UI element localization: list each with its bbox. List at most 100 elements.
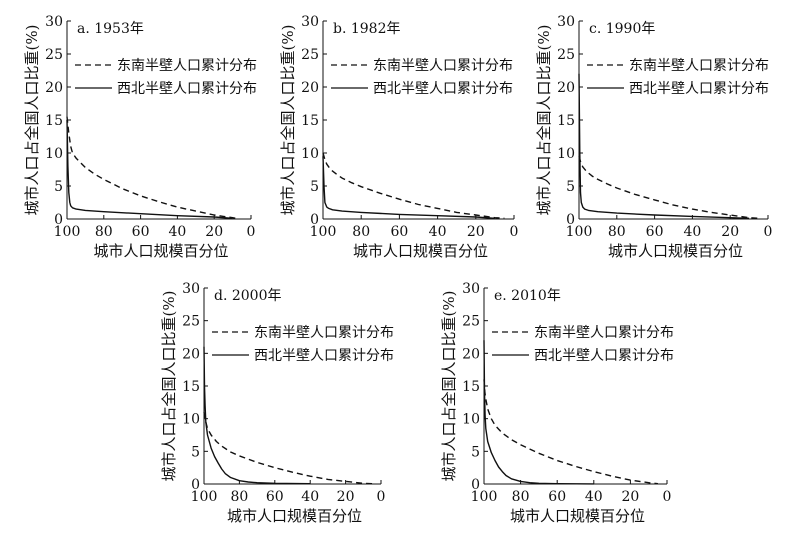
y-tick-label: 25 bbox=[557, 47, 575, 63]
chart-title: c. 1990年 bbox=[589, 21, 655, 37]
x-axis-label: 城市人口规模百分位 bbox=[510, 507, 645, 525]
chart-panel-1: 0 5 10 15 20 25 30 100 80 60 40 20 0 城市人口规模百分位 城市人口占全国… bbox=[23, 14, 257, 260]
chart-panel-5: 0 5 10 15 20 25 30 100 80 60 40 20 0 城市人口规模百分位 城市人口占全国… bbox=[440, 281, 674, 525]
y-tick-label: 0 bbox=[471, 477, 480, 493]
x-tick-label: 20 bbox=[337, 489, 355, 505]
legend-label: 西北半壁人口累计分布 bbox=[534, 348, 674, 364]
series-line-southeast bbox=[322, 152, 505, 219]
y-tick-label: 10 bbox=[182, 412, 200, 428]
y-tick-label: 30 bbox=[182, 281, 200, 297]
y-tick-label: 20 bbox=[557, 80, 575, 96]
y-tick-label: 25 bbox=[301, 47, 319, 63]
x-axis-label: 城市人口规模百分位 bbox=[227, 507, 362, 525]
y-tick-label: 25 bbox=[45, 47, 63, 63]
chart-title: b. 1982年 bbox=[333, 21, 401, 37]
x-tick-label: 20 bbox=[467, 224, 485, 240]
x-tick-label: 40 bbox=[683, 224, 701, 240]
chart-title: a. 1953年 bbox=[77, 21, 144, 37]
x-tick-label: 0 bbox=[247, 224, 256, 240]
chart-title: e. 2010年 bbox=[494, 288, 561, 304]
x-tick-label: 60 bbox=[390, 224, 408, 240]
y-tick-label: 10 bbox=[45, 146, 63, 162]
series-line-northwest bbox=[578, 73, 750, 219]
legend-label: 东南半壁人口累计分布 bbox=[373, 58, 513, 74]
x-tick-label: 100 bbox=[566, 224, 593, 240]
x-tick-label: 0 bbox=[764, 224, 773, 240]
legend-label: 西北半壁人口累计分布 bbox=[373, 81, 513, 97]
chart-title: d. 2000年 bbox=[214, 288, 282, 304]
y-tick-label: 10 bbox=[462, 412, 480, 428]
y-axis-label: 城市人口占全国人口比重(%) bbox=[279, 25, 297, 216]
y-tick-label: 10 bbox=[557, 146, 575, 162]
legend-label: 东南半壁人口累计分布 bbox=[117, 58, 257, 74]
x-tick-label: 60 bbox=[266, 489, 284, 505]
y-tick-label: 15 bbox=[301, 113, 319, 129]
x-tick-label: 60 bbox=[132, 224, 150, 240]
x-axis-label: 城市人口规模百分位 bbox=[608, 242, 743, 260]
x-tick-label: 40 bbox=[168, 224, 186, 240]
y-tick-label: 20 bbox=[182, 346, 200, 362]
legend-label: 东南半壁人口累计分布 bbox=[629, 58, 769, 74]
y-axis-label: 城市人口占全国人口比重(%) bbox=[160, 291, 178, 482]
x-tick-label: 40 bbox=[429, 224, 447, 240]
y-tick-label: 0 bbox=[54, 212, 63, 228]
series-line-northwest bbox=[322, 156, 495, 219]
y-tick-label: 0 bbox=[310, 212, 319, 228]
y-tick-label: 15 bbox=[557, 113, 575, 129]
series-line-northwest bbox=[483, 340, 594, 485]
x-tick-label: 0 bbox=[510, 224, 519, 240]
legend-label: 东南半壁人口累计分布 bbox=[534, 325, 674, 341]
y-tick-label: 5 bbox=[471, 444, 480, 460]
chart-panel-3: 0 5 10 15 20 25 30 100 80 60 40 20 0 城市人口规模百分位 城市人口占全国… bbox=[535, 14, 772, 260]
series-line-southeast bbox=[66, 116, 237, 219]
x-tick-label: 40 bbox=[585, 489, 603, 505]
series-line-southeast bbox=[578, 156, 759, 219]
y-axis-label: 城市人口占全国人口比重(%) bbox=[535, 25, 553, 216]
y-tick-label: 5 bbox=[191, 444, 200, 460]
x-tick-label: 100 bbox=[310, 224, 337, 240]
x-tick-label: 20 bbox=[205, 224, 223, 240]
y-tick-label: 20 bbox=[301, 80, 319, 96]
x-tick-label: 80 bbox=[95, 224, 113, 240]
y-tick-label: 5 bbox=[54, 179, 63, 195]
x-axis-label: 城市人口规模百分位 bbox=[353, 242, 488, 260]
y-tick-label: 15 bbox=[462, 379, 480, 395]
x-tick-label: 60 bbox=[548, 489, 566, 505]
y-axis-label: 城市人口占全国人口比重(%) bbox=[23, 25, 41, 216]
x-tick-label: 0 bbox=[377, 489, 386, 505]
y-tick-label: 0 bbox=[191, 477, 200, 493]
x-tick-label: 40 bbox=[301, 489, 319, 505]
y-axis-label: 城市人口占全国人口比重(%) bbox=[440, 291, 458, 482]
x-tick-label: 80 bbox=[230, 489, 248, 505]
legend-label: 西北半壁人口累计分布 bbox=[629, 81, 769, 97]
series-line-northwest bbox=[66, 119, 233, 219]
y-tick-label: 15 bbox=[182, 379, 200, 395]
y-tick-label: 20 bbox=[462, 346, 480, 362]
legend-label: 西北半壁人口累计分布 bbox=[254, 348, 394, 364]
x-tick-label: 60 bbox=[646, 224, 664, 240]
x-tick-label: 100 bbox=[54, 224, 81, 240]
y-tick-label: 30 bbox=[462, 281, 480, 297]
x-tick-label: 80 bbox=[352, 224, 370, 240]
y-tick-label: 0 bbox=[566, 212, 575, 228]
x-tick-label: 100 bbox=[191, 489, 218, 505]
series-line-southeast bbox=[483, 379, 658, 485]
y-tick-label: 25 bbox=[462, 314, 480, 330]
series-line-northwest bbox=[203, 346, 311, 485]
y-tick-label: 25 bbox=[182, 314, 200, 330]
chart-panel-4: 0 5 10 15 20 25 30 100 80 60 40 20 0 城市人口规模百分位 城市人口占全国… bbox=[160, 281, 394, 525]
y-tick-label: 5 bbox=[310, 179, 319, 195]
y-tick-label: 5 bbox=[566, 179, 575, 195]
x-tick-label: 0 bbox=[663, 489, 672, 505]
y-tick-label: 30 bbox=[45, 14, 63, 30]
y-tick-label: 30 bbox=[301, 14, 319, 30]
legend-label: 东南半壁人口累计分布 bbox=[254, 325, 394, 341]
y-tick-label: 30 bbox=[557, 14, 575, 30]
y-tick-label: 15 bbox=[45, 113, 63, 129]
y-tick-label: 20 bbox=[45, 80, 63, 96]
y-tick-label: 10 bbox=[301, 146, 319, 162]
chart-panel-2: 0 5 10 15 20 25 30 100 80 60 40 20 0 城市人口规模百分位 城市人口占全国… bbox=[279, 14, 518, 260]
x-tick-label: 100 bbox=[471, 489, 498, 505]
x-axis-label: 城市人口规模百分位 bbox=[93, 242, 228, 260]
